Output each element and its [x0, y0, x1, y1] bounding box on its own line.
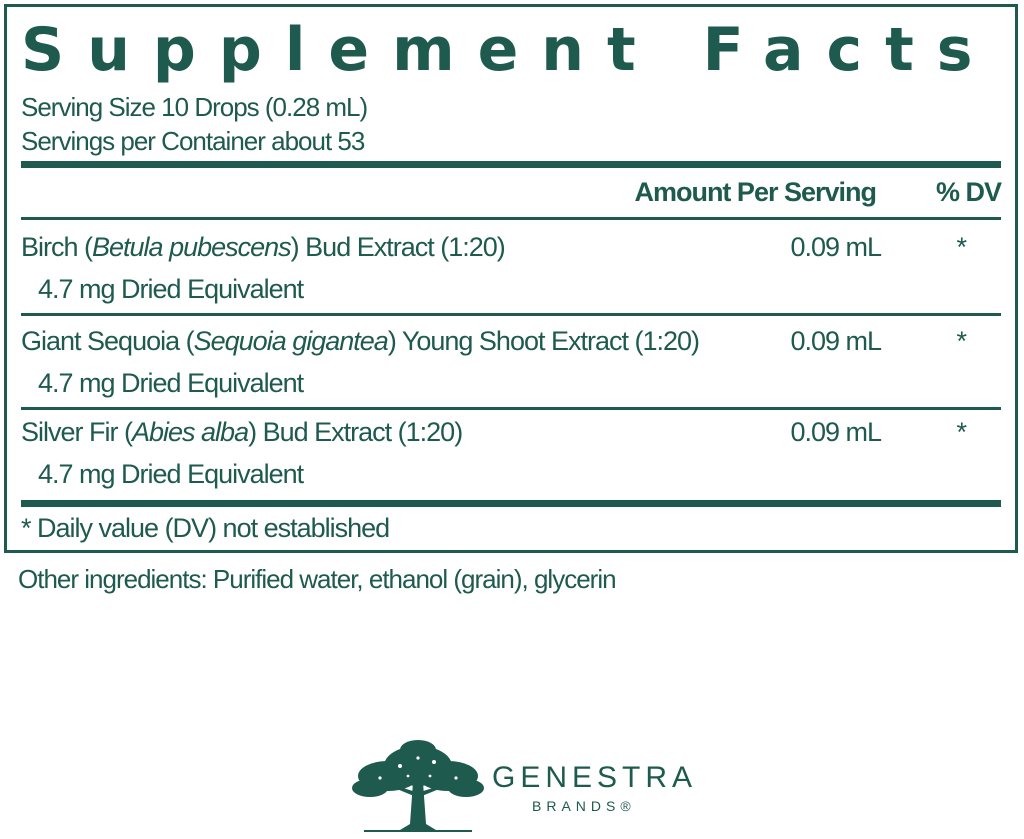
ingredient-amount: 0.09 mL [790, 232, 882, 262]
ingredient-dv: * [956, 417, 967, 447]
serving-size: Serving Size 10 Drops (0.28 mL) [21, 92, 368, 122]
percent-dv-header: % DV [935, 177, 1002, 207]
ingredient-dv: * [956, 232, 967, 262]
ingredient-amount: 0.09 mL [790, 326, 882, 356]
ingredient-name: Giant Sequoia (Sequoia gigantea) Young S… [21, 326, 700, 356]
ingredient-name: Birch (Betula pubescens) Bud Extract (1:… [21, 232, 506, 262]
ingredient-sub: 4.7 mg Dried Equivalent [38, 368, 304, 398]
brand-name: GENESTRA [492, 761, 698, 794]
ingredient-amount: 0.09 mL [790, 417, 882, 447]
ingredient-row: Giant Sequoia (Sequoia gigantea) Young S… [21, 316, 1001, 406]
header-divider [21, 161, 1001, 168]
other-ingredients: Other ingredients: Purified water, ethan… [18, 564, 617, 594]
row-divider [21, 313, 1001, 316]
brand-sub: BRANDS® [532, 798, 636, 814]
supplement-facts-panel: Supplement Facts Serving Size 10 Drops (… [4, 4, 1018, 553]
ingredient-dv: * [956, 326, 967, 356]
footer-divider [21, 500, 1001, 507]
servings-per-container: Servings per Container about 53 [21, 126, 365, 156]
daily-value-footnote: * Daily value (DV) not established [21, 513, 390, 543]
tree-icon [352, 740, 484, 832]
amount-per-serving-header: Amount Per Serving [634, 177, 877, 207]
row-divider [21, 407, 1001, 410]
ingredient-sub: 4.7 mg Dried Equivalent [38, 459, 304, 489]
panel-title: Supplement Facts [21, 15, 996, 85]
ingredient-row: Silver Fir (Abies alba) Bud Extract (1:2… [21, 407, 1001, 497]
ingredient-name: Silver Fir (Abies alba) Bud Extract (1:2… [21, 417, 463, 447]
ingredient-sub: 4.7 mg Dried Equivalent [38, 274, 304, 304]
ingredient-row: Birch (Betula pubescens) Bud Extract (1:… [21, 222, 1001, 312]
row-divider [21, 217, 1001, 220]
